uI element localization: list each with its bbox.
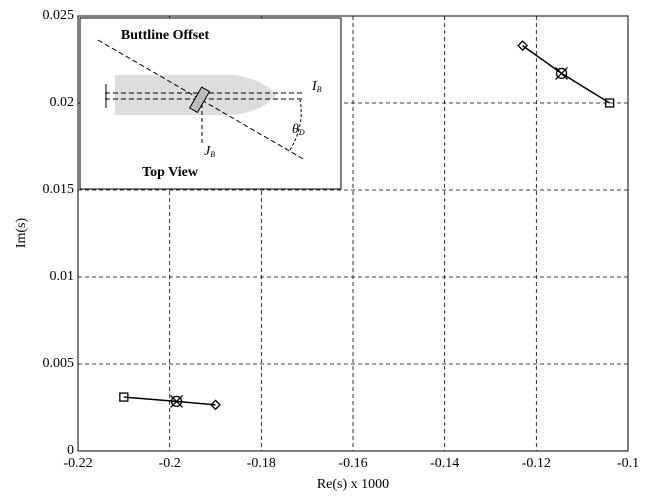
y-tick-label: 0.005 <box>43 356 75 371</box>
marker-square <box>605 98 615 108</box>
y-tick-label: 0.025 <box>43 8 75 23</box>
label-symbol: J <box>204 144 211 159</box>
inset-label: JB <box>204 144 215 159</box>
y-tick-label: 0 <box>67 443 74 458</box>
label-subscript: B <box>210 150 215 159</box>
x-axis-label: Re(s) x 1000 <box>317 477 389 492</box>
x-tick-label: -0.1 <box>617 456 639 471</box>
x-tick-label: -0.12 <box>522 456 551 471</box>
angle-arc <box>289 99 302 151</box>
marker-diamond <box>517 40 529 51</box>
inset-label: θD <box>292 122 305 137</box>
y-axis-label: Im(s) <box>14 218 29 249</box>
label-subscript: B <box>317 85 322 94</box>
x-tick-label: -0.14 <box>430 456 459 471</box>
marker-circle <box>170 395 183 408</box>
y-tick-label: 0.015 <box>43 182 75 197</box>
data-point <box>170 394 184 408</box>
marker-circle <box>555 67 568 80</box>
data-point <box>517 40 529 51</box>
marker-x <box>555 66 569 80</box>
label-symbol: θ <box>292 122 299 137</box>
hull <box>115 75 276 115</box>
label-symbol: I <box>311 79 318 94</box>
label-subscript: D <box>298 128 305 137</box>
x-tick-label: -0.18 <box>247 456 276 471</box>
x-tick-label: -0.22 <box>63 456 92 471</box>
marker-diamond <box>210 399 221 411</box>
inset-label: IB <box>311 79 322 94</box>
y-tick-label: 0.01 <box>50 269 75 284</box>
marker-square <box>119 392 129 402</box>
inset-title: Buttline Offset <box>121 28 210 43</box>
data-point <box>555 66 569 80</box>
y-tick-label: 0.02 <box>50 95 75 110</box>
data-point <box>210 399 221 411</box>
rotor <box>188 86 211 114</box>
marker-x <box>170 394 184 408</box>
data-point <box>119 392 129 402</box>
x-tick-label: -0.16 <box>338 456 367 471</box>
plot-area: -0.22 -0.2 -0.18 -0.16 -0.14 -0.12 -0.1 0 0.005 0… <box>43 8 640 471</box>
inset: Buttline Offset Top View IB JB θD <box>79 17 342 190</box>
inset-caption: Top View <box>142 165 199 180</box>
data-point <box>605 98 615 108</box>
x-tick-label: -0.2 <box>159 456 181 471</box>
